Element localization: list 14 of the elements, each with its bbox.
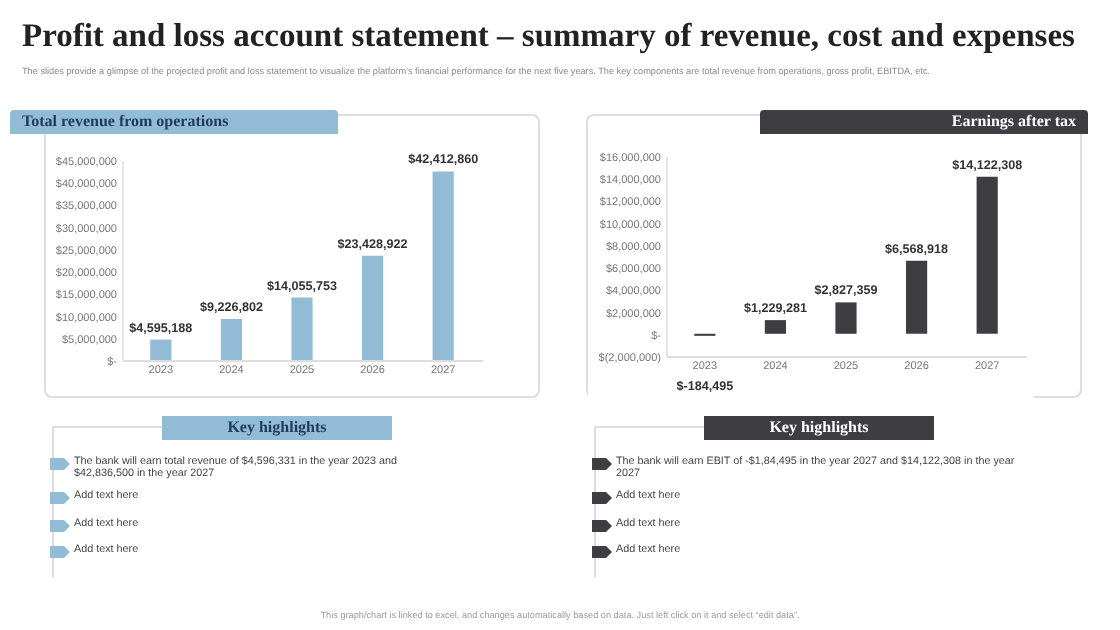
bar xyxy=(764,320,786,334)
bar xyxy=(362,255,384,360)
text: Key highlights xyxy=(162,416,392,440)
bar xyxy=(976,176,998,334)
bar xyxy=(906,260,928,334)
bar xyxy=(835,302,857,334)
chart-title: Total revenue from operations xyxy=(10,110,338,134)
chart-title: Earnings after tax xyxy=(760,110,1088,134)
bar xyxy=(150,339,172,360)
text: Profit and loss account statement – summary of revenue, cost and expenses xyxy=(22,16,1075,56)
bar xyxy=(220,318,242,360)
bar xyxy=(432,171,454,360)
bar xyxy=(291,297,313,360)
text: Key highlights xyxy=(704,416,934,440)
